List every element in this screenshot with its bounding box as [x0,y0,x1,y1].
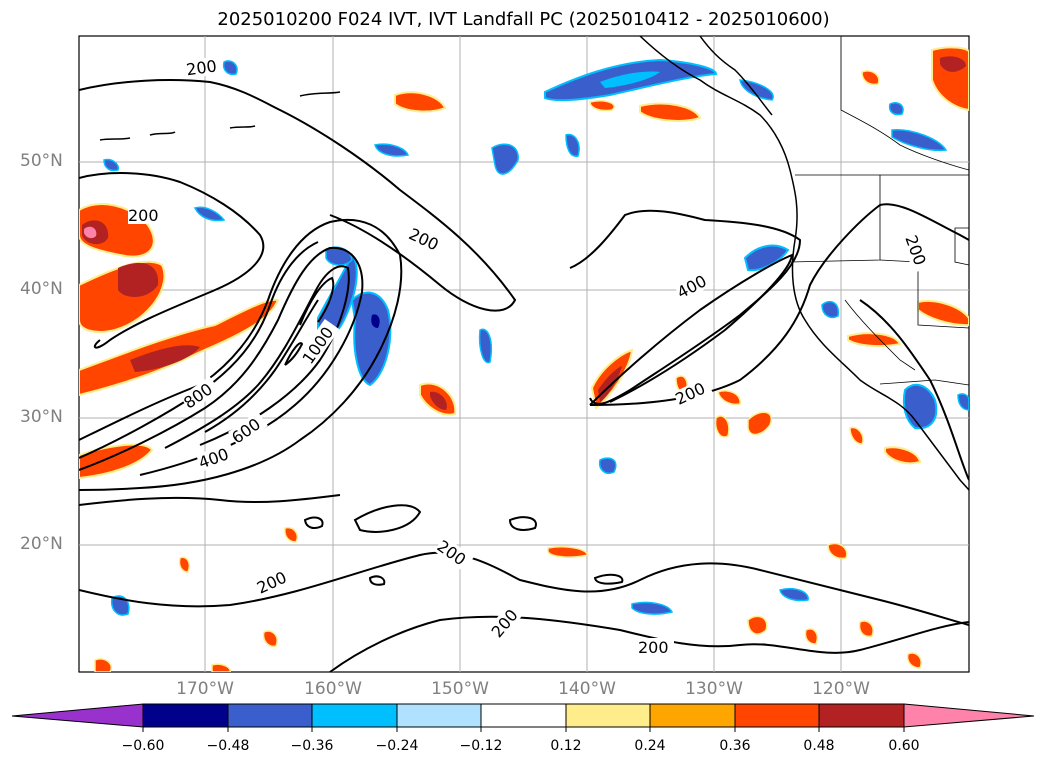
lat-label-40n: 40°N [20,279,63,299]
colorbar-extend-high [903,703,1035,728]
lon-label-120w: 120°W [812,679,870,699]
lon-label-170w: 170°W [176,679,234,699]
coastline [99,36,969,491]
lon-label-160w: 160°W [304,679,362,699]
colorbar-tick-label: −0.12 [459,738,503,754]
map-title: 2025010200 F024 IVT, IVT Landfall PC (20… [217,9,830,30]
contour-label: 200 [185,56,218,79]
colorbar-tick-label: 0.24 [634,738,666,754]
ivt-contours [79,79,969,672]
lon-label-150w: 150°W [431,679,489,699]
colorbar-tick-marks [142,727,905,732]
colorbar-tick-label: −0.24 [375,738,419,754]
colorbar-segment [565,703,651,728]
contour-label: 200 [128,206,159,225]
lat-label-50n: 50°N [20,151,63,171]
colorbar-tick-label: 0.48 [803,738,835,754]
contour-label: 200 [638,638,669,657]
colorbar-tick-label: −0.60 [121,738,165,754]
colorbar-extend-low [11,703,144,728]
country-borders [789,36,969,386]
colorbar-segment [311,703,398,728]
colorbar-segment [480,703,567,728]
colorbar-segment [142,703,229,728]
colorbar-segment [227,703,313,728]
colorbar [11,703,1035,728]
colorbar-segment [818,703,905,728]
lat-label-30n: 30°N [20,407,63,427]
lon-label-130w: 130°W [685,679,743,699]
colorbar-tick-label: −0.36 [290,738,334,754]
map-frame [78,35,970,673]
lat-label-20n: 20°N [20,534,63,554]
colorbar-segment [396,703,482,728]
colorbar-tick-label: 0.36 [719,738,751,754]
negative-anomaly-patches [103,58,969,616]
colorbar-segment [734,703,820,728]
colorbar-tick-label: 0.12 [550,738,582,754]
colorbar-tick-label: −0.48 [206,738,250,754]
colorbar-tick-label: 0.60 [888,738,920,754]
colorbar-segment [649,703,736,728]
lon-label-140w: 140°W [558,679,616,699]
